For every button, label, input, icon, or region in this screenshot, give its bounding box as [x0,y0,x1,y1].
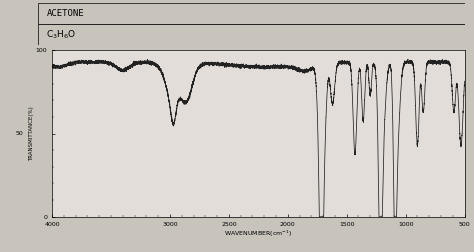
Bar [38,3,465,24]
Text: 50: 50 [16,131,23,136]
Bar [38,24,465,45]
Text: $\mathregular{C_3H_6O}$: $\mathregular{C_3H_6O}$ [46,28,77,41]
X-axis label: WAVENUMBER(cm$^{-1}$): WAVENUMBER(cm$^{-1}$) [224,229,292,239]
Y-axis label: TRANSMITTANCE(%): TRANSMITTANCE(%) [28,106,34,161]
Text: ACETONE: ACETONE [46,9,84,18]
